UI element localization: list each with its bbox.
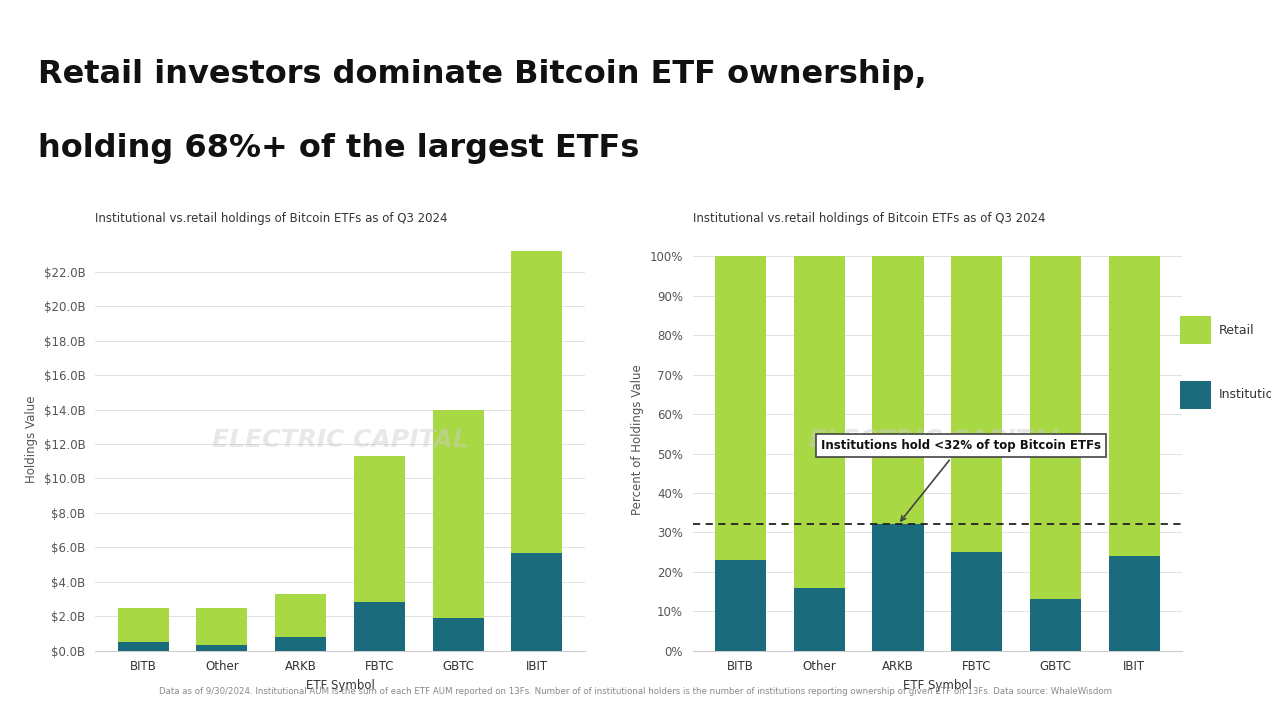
X-axis label: ETF Symbol: ETF Symbol: [305, 679, 375, 692]
Bar: [1030, 257, 1082, 599]
Text: Data as of 9/30/2024. Institutional AUM is the sum of each ETF AUM reported on 1: Data as of 9/30/2024. Institutional AUM …: [159, 687, 1112, 696]
Bar: [793, 257, 845, 588]
Text: Institutions hold <32% of top Bitcoin ETFs: Institutions hold <32% of top Bitcoin ET…: [821, 439, 1101, 521]
Bar: [716, 560, 766, 651]
Bar: [118, 608, 169, 642]
Bar: [951, 552, 1003, 651]
Bar: [716, 257, 766, 560]
Bar: [275, 594, 327, 637]
X-axis label: ETF Symbol: ETF Symbol: [902, 679, 972, 692]
Text: ELECTRIC CAPITAL: ELECTRIC CAPITAL: [211, 428, 469, 452]
FancyBboxPatch shape: [1179, 316, 1211, 345]
Bar: [432, 410, 484, 618]
Text: 2024•DeveloperReport.com: 2024•DeveloperReport.com: [1061, 19, 1248, 32]
Bar: [196, 646, 248, 651]
Bar: [951, 257, 1003, 552]
Text: ELECTRIC CAPITAL: ELECTRIC CAPITAL: [808, 428, 1066, 452]
Y-axis label: Holdings Value: Holdings Value: [25, 396, 38, 483]
Bar: [511, 251, 562, 553]
Bar: [196, 608, 248, 646]
Bar: [1030, 599, 1082, 651]
Bar: [511, 553, 562, 651]
Bar: [793, 588, 845, 651]
Text: Retail investors dominate Bitcoin ETF ownership,: Retail investors dominate Bitcoin ETF ow…: [38, 59, 927, 89]
Bar: [1108, 556, 1159, 651]
Y-axis label: Percent of Holdings Value: Percent of Holdings Value: [630, 365, 644, 515]
Bar: [432, 618, 484, 651]
Text: ELECTRIC+CAPITAL: ELECTRIC+CAPITAL: [23, 19, 180, 33]
Bar: [872, 257, 924, 525]
Text: Retail: Retail: [1219, 324, 1254, 337]
Text: holding 68%+ of the largest ETFs: holding 68%+ of the largest ETFs: [38, 133, 639, 164]
Text: Institution: Institution: [1219, 388, 1271, 401]
Bar: [118, 642, 169, 651]
Bar: [872, 525, 924, 651]
Bar: [275, 637, 327, 651]
Text: Institutional vs.retail holdings of Bitcoin ETFs as of Q3 2024: Institutional vs.retail holdings of Bitc…: [693, 212, 1045, 225]
Bar: [1108, 257, 1159, 556]
FancyBboxPatch shape: [1179, 380, 1211, 409]
Bar: [353, 603, 405, 651]
Bar: [353, 456, 405, 603]
Text: Institutional vs.retail holdings of Bitcoin ETFs as of Q3 2024: Institutional vs.retail holdings of Bitc…: [95, 212, 447, 225]
